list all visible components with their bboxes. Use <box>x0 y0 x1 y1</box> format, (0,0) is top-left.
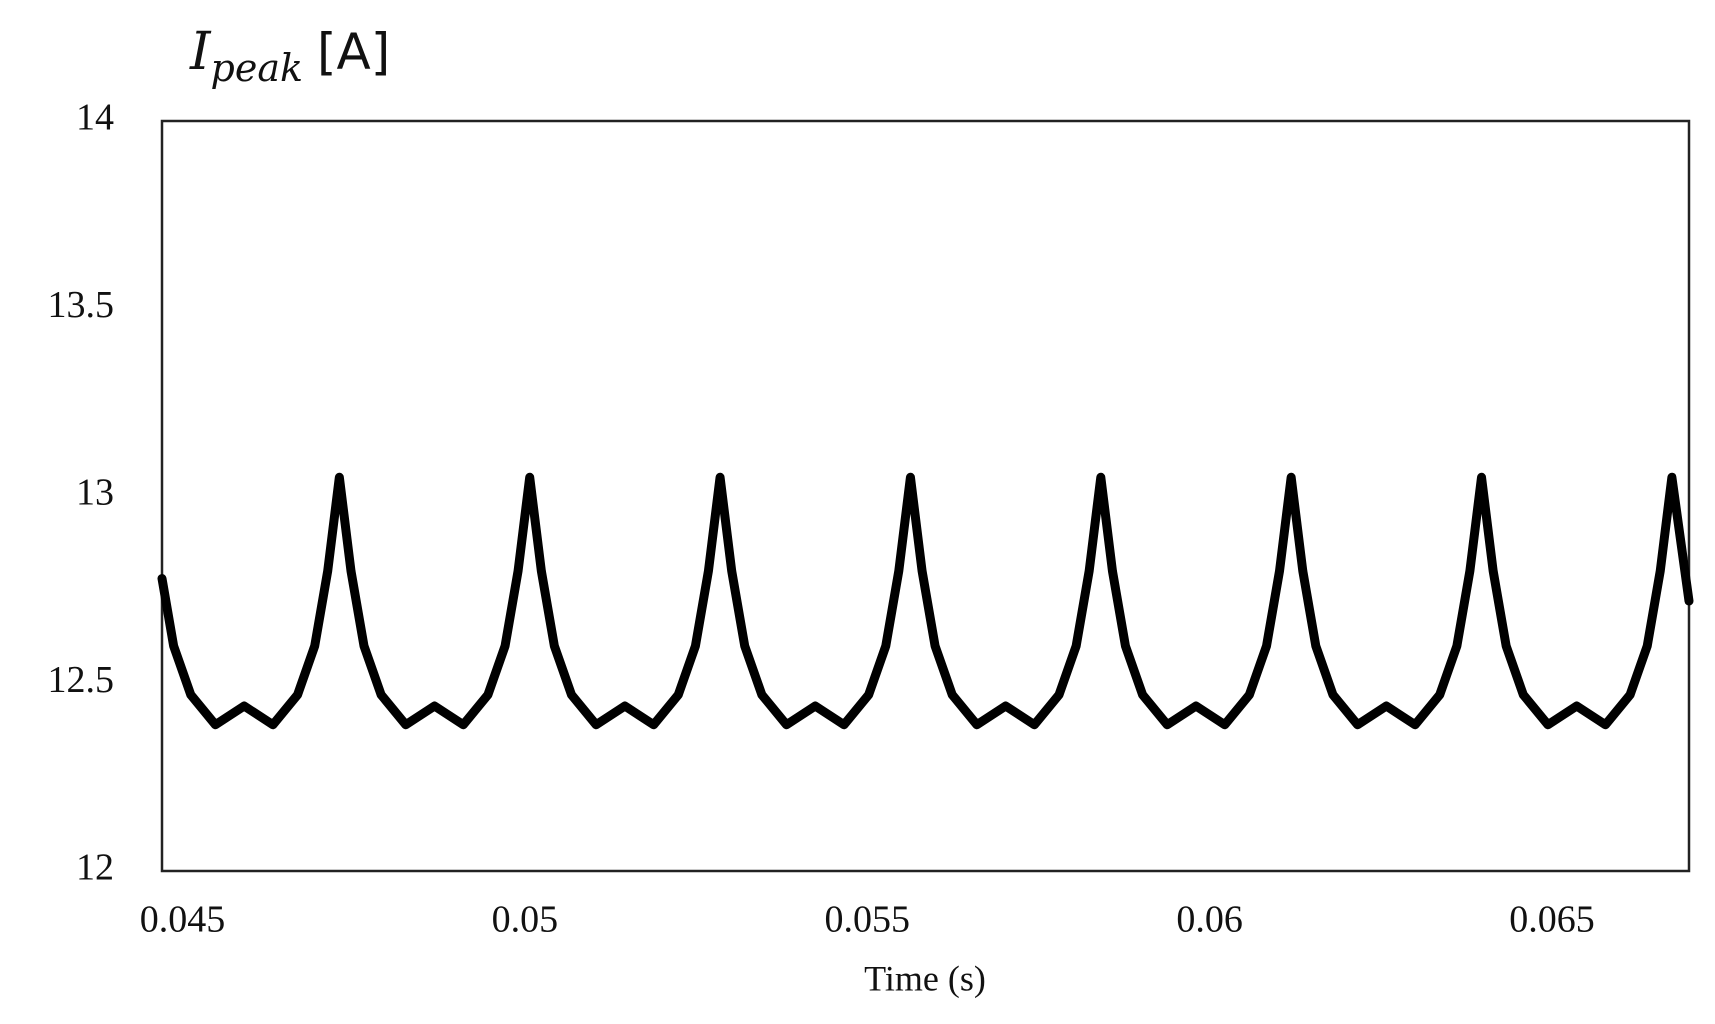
y-tick-label: 13 <box>76 472 114 514</box>
y-axis-title: Ipeak [A] <box>189 22 390 90</box>
x-tick-label: 0.045 <box>140 899 226 941</box>
y-tick-label: 14 <box>76 97 114 139</box>
data-line <box>157 472 1694 730</box>
y-axis-symbol: I <box>189 22 212 82</box>
x-tick-label: 0.055 <box>825 899 911 941</box>
x-tick-label: 0.065 <box>1509 899 1595 941</box>
plot-frame <box>160 119 1691 873</box>
x-tick-label: 0.06 <box>1176 899 1243 941</box>
y-axis-unit: [A] <box>317 23 390 81</box>
y-tick-label: 12 <box>76 847 114 889</box>
x-axis-title: Time (s) <box>864 958 986 998</box>
x-tick-label: 0.05 <box>492 899 559 941</box>
y-tick-label: 12.5 <box>48 659 115 701</box>
y-axis-subscript: peak <box>211 46 304 90</box>
y-tick-label: 13.5 <box>48 284 115 326</box>
